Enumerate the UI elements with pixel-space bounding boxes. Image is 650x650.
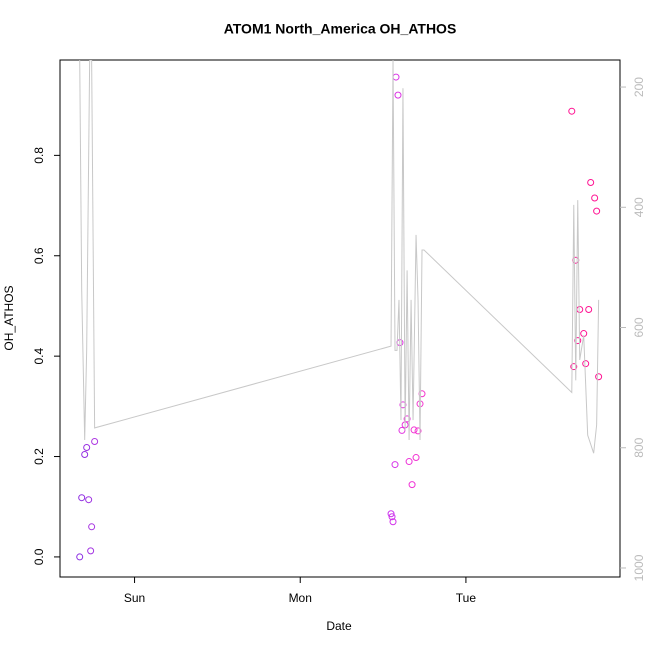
plot-box	[59, 59, 621, 578]
data-point	[91, 437, 99, 445]
y2-tick-label: 1000	[632, 554, 646, 581]
chart-title: ATOM1 North_America OH_ATHOS	[224, 21, 457, 37]
y-axis-label: OH_ATHOS	[2, 285, 16, 350]
data-point	[388, 513, 396, 521]
y2-tick-label: 600	[632, 317, 646, 337]
data-point	[408, 481, 416, 489]
data-point	[83, 443, 91, 451]
data-point	[410, 426, 418, 434]
pressure-line	[79, 60, 600, 454]
x-tick-label: Sun	[124, 591, 145, 605]
data-point	[568, 107, 576, 115]
data-point	[78, 494, 86, 502]
data-point	[412, 454, 420, 462]
data-point	[387, 510, 395, 518]
x-axis-label: Date	[326, 619, 352, 633]
data-point	[595, 373, 603, 381]
y-tick-label: 0.8	[32, 147, 46, 164]
data-point	[591, 194, 599, 202]
data-point	[391, 461, 399, 469]
y-tick-label: 0.0	[32, 548, 46, 565]
x-tick-label: Tue	[456, 591, 477, 605]
data-point	[403, 415, 411, 423]
data-point	[587, 178, 595, 186]
data-point	[399, 401, 407, 409]
plot-area	[76, 60, 603, 561]
data-point	[87, 547, 95, 555]
data-point	[85, 496, 93, 504]
data-point	[414, 427, 422, 435]
y2-tick-label: 800	[632, 437, 646, 457]
data-point	[405, 458, 413, 466]
y-tick-label: 0.6	[32, 247, 46, 264]
data-point	[398, 426, 406, 434]
data-point	[585, 305, 593, 313]
data-point	[394, 91, 402, 99]
y2-tick-label: 400	[632, 197, 646, 217]
data-point	[570, 363, 578, 371]
x-tick-label: Mon	[289, 591, 312, 605]
data-point	[576, 305, 584, 313]
data-point	[81, 451, 89, 459]
data-point	[392, 73, 400, 81]
data-point	[418, 390, 426, 398]
y2-tick-label: 200	[632, 77, 646, 97]
data-point	[389, 518, 397, 526]
y-tick-label: 0.2	[32, 448, 46, 465]
y-tick-label: 0.4	[32, 347, 46, 364]
data-point	[593, 207, 601, 215]
data-point	[76, 553, 84, 561]
data-point	[574, 337, 582, 345]
data-point	[88, 523, 96, 531]
data-point	[582, 360, 590, 368]
